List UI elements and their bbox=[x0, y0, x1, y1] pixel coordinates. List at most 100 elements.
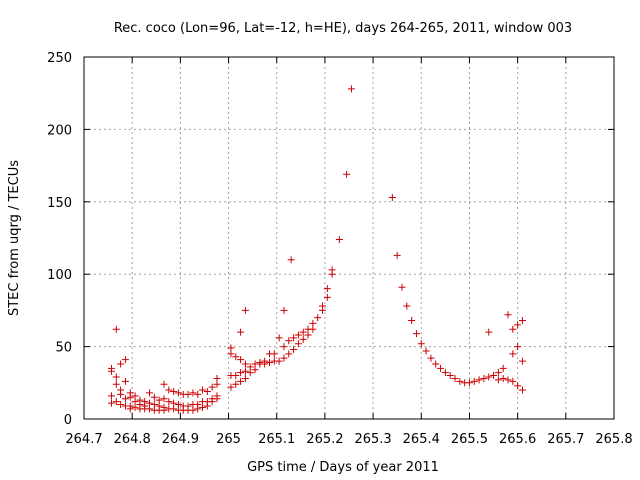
data-point bbox=[499, 374, 507, 382]
data-point bbox=[437, 364, 445, 372]
data-point bbox=[518, 317, 526, 325]
x-tick-label: 265.1 bbox=[258, 432, 295, 447]
data-point bbox=[112, 325, 120, 333]
data-point bbox=[347, 85, 355, 93]
y-tick-label: 0 bbox=[64, 413, 72, 428]
x-tick-label: 264.8 bbox=[114, 432, 151, 447]
data-point bbox=[208, 398, 216, 406]
x-tick-label: 264.7 bbox=[65, 432, 102, 447]
data-point bbox=[165, 398, 173, 406]
data-point bbox=[309, 325, 317, 333]
data-point bbox=[232, 353, 240, 361]
data-point bbox=[237, 356, 245, 364]
data-point bbox=[494, 376, 502, 384]
data-point bbox=[485, 373, 493, 381]
data-point bbox=[465, 379, 473, 387]
data-point bbox=[261, 360, 269, 368]
data-point bbox=[275, 334, 283, 342]
data-point bbox=[150, 393, 158, 401]
data-point bbox=[299, 335, 307, 343]
y-axis-label: STEC from uqrg / TECUs bbox=[7, 160, 22, 316]
data-point bbox=[299, 328, 307, 336]
data-point bbox=[280, 343, 288, 351]
data-point bbox=[343, 170, 351, 178]
data-point bbox=[237, 328, 245, 336]
x-tick-label: 265.5 bbox=[451, 432, 488, 447]
x-tick-label: 265.3 bbox=[354, 432, 391, 447]
data-point bbox=[194, 390, 202, 398]
data-point bbox=[509, 377, 517, 385]
x-tick-labels: 264.7 264.8 264.9 265 265.1 265.2 265.3 265.4 26… bbox=[65, 432, 632, 447]
data-point bbox=[107, 367, 115, 375]
data-point bbox=[199, 386, 207, 394]
data-point bbox=[499, 364, 507, 372]
data-point bbox=[121, 377, 129, 385]
data-point bbox=[408, 317, 416, 325]
data-point bbox=[323, 293, 331, 301]
data-point bbox=[294, 331, 302, 339]
data-point bbox=[194, 405, 202, 413]
data-point bbox=[393, 251, 401, 259]
data-point bbox=[146, 405, 154, 413]
data-point bbox=[403, 302, 411, 310]
data-point bbox=[203, 402, 211, 410]
data-point bbox=[480, 374, 488, 382]
data-point bbox=[518, 357, 526, 365]
data-point bbox=[275, 357, 283, 365]
x-tick-label: 265.2 bbox=[306, 432, 343, 447]
data-point bbox=[412, 330, 420, 338]
data-point bbox=[131, 403, 139, 411]
data-point bbox=[126, 405, 134, 413]
data-point bbox=[456, 377, 464, 385]
data-point bbox=[266, 359, 273, 367]
data-point bbox=[241, 367, 249, 375]
data-point bbox=[117, 390, 125, 398]
grid-lines bbox=[84, 57, 614, 419]
data-point bbox=[323, 285, 331, 293]
data-point bbox=[446, 372, 454, 380]
data-point bbox=[237, 377, 245, 385]
x-tick-label: 265.6 bbox=[499, 432, 536, 447]
data-point bbox=[232, 372, 240, 380]
y-tick-label: 100 bbox=[47, 268, 72, 283]
y-tick-label: 50 bbox=[55, 341, 72, 356]
data-point bbox=[174, 389, 182, 397]
data-point bbox=[213, 380, 221, 388]
data-point bbox=[160, 406, 168, 414]
data-point bbox=[170, 387, 178, 395]
data-point bbox=[241, 374, 249, 382]
x-tick-label: 265.4 bbox=[403, 432, 440, 447]
data-point bbox=[232, 380, 240, 388]
x-tick-label: 264.9 bbox=[162, 432, 199, 447]
data-point bbox=[170, 405, 178, 413]
data-points bbox=[107, 85, 526, 414]
data-point bbox=[184, 390, 192, 398]
data-point bbox=[107, 399, 115, 407]
data-point bbox=[314, 314, 322, 322]
data-point bbox=[280, 306, 288, 314]
data-point bbox=[451, 374, 459, 382]
data-point bbox=[475, 376, 483, 384]
data-point bbox=[319, 302, 326, 310]
data-point bbox=[237, 369, 245, 377]
data-point bbox=[504, 311, 512, 319]
x-axis-label: GPS time / Days of year 2011 bbox=[247, 460, 439, 475]
data-point bbox=[514, 343, 522, 351]
data-point bbox=[270, 350, 278, 358]
data-point bbox=[328, 266, 336, 274]
data-point bbox=[441, 369, 449, 377]
data-point bbox=[509, 325, 517, 333]
data-point bbox=[504, 376, 512, 384]
x-tick-label: 265 bbox=[216, 432, 241, 447]
x-tick-label: 265.8 bbox=[595, 432, 632, 447]
data-point bbox=[241, 360, 249, 368]
data-point bbox=[518, 386, 526, 394]
plot-frame bbox=[83, 56, 615, 420]
data-point bbox=[335, 235, 343, 243]
data-point bbox=[208, 383, 216, 391]
data-point bbox=[117, 401, 125, 409]
data-point bbox=[494, 369, 502, 377]
y-tick-label: 150 bbox=[47, 196, 72, 211]
y-tick-label: 200 bbox=[47, 123, 72, 138]
